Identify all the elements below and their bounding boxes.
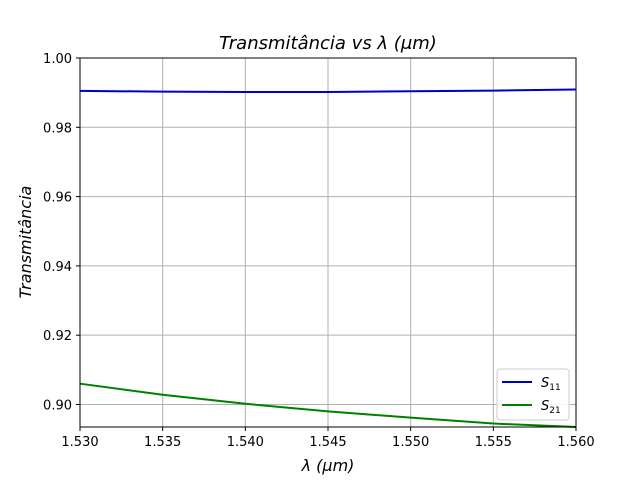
x-axis: 1.530 1.535 1.540 1.545 1.550 1.555 1.560 [61, 427, 595, 450]
chart-title: Transmitância vs λ (μm) [219, 33, 437, 54]
grid-lines [79, 57, 577, 427]
y-tick-label: 0.98 [43, 121, 72, 136]
series-line-s11 [79, 88, 577, 93]
y-tick-label: 0.96 [43, 191, 72, 206]
y-tick-label: 1.00 [43, 52, 72, 67]
y-tick-label: 0.90 [43, 398, 72, 413]
series-line-s21 [79, 382, 577, 428]
series-layer [79, 88, 577, 428]
x-tick-label: 1.560 [557, 435, 594, 450]
legend-label-s11: S11 [541, 376, 561, 393]
x-tick-label: 1.530 [61, 435, 98, 450]
y-tick-label: 0.92 [43, 329, 72, 344]
x-tick-label: 1.545 [309, 435, 346, 450]
y-tick-label: 0.94 [43, 260, 72, 275]
y-axis: 0.90 0.92 0.94 0.96 0.98 1.00 [43, 52, 80, 413]
x-tick-label: 1.535 [144, 435, 181, 450]
x-axis-title: λ (μm) [301, 456, 355, 475]
x-tick-label: 1.550 [392, 435, 429, 450]
legend-label-s21: S21 [541, 399, 561, 416]
y-axis-title: Transmitância [16, 186, 35, 299]
x-tick-label: 1.540 [227, 435, 264, 450]
x-tick-label: 1.555 [475, 435, 512, 450]
